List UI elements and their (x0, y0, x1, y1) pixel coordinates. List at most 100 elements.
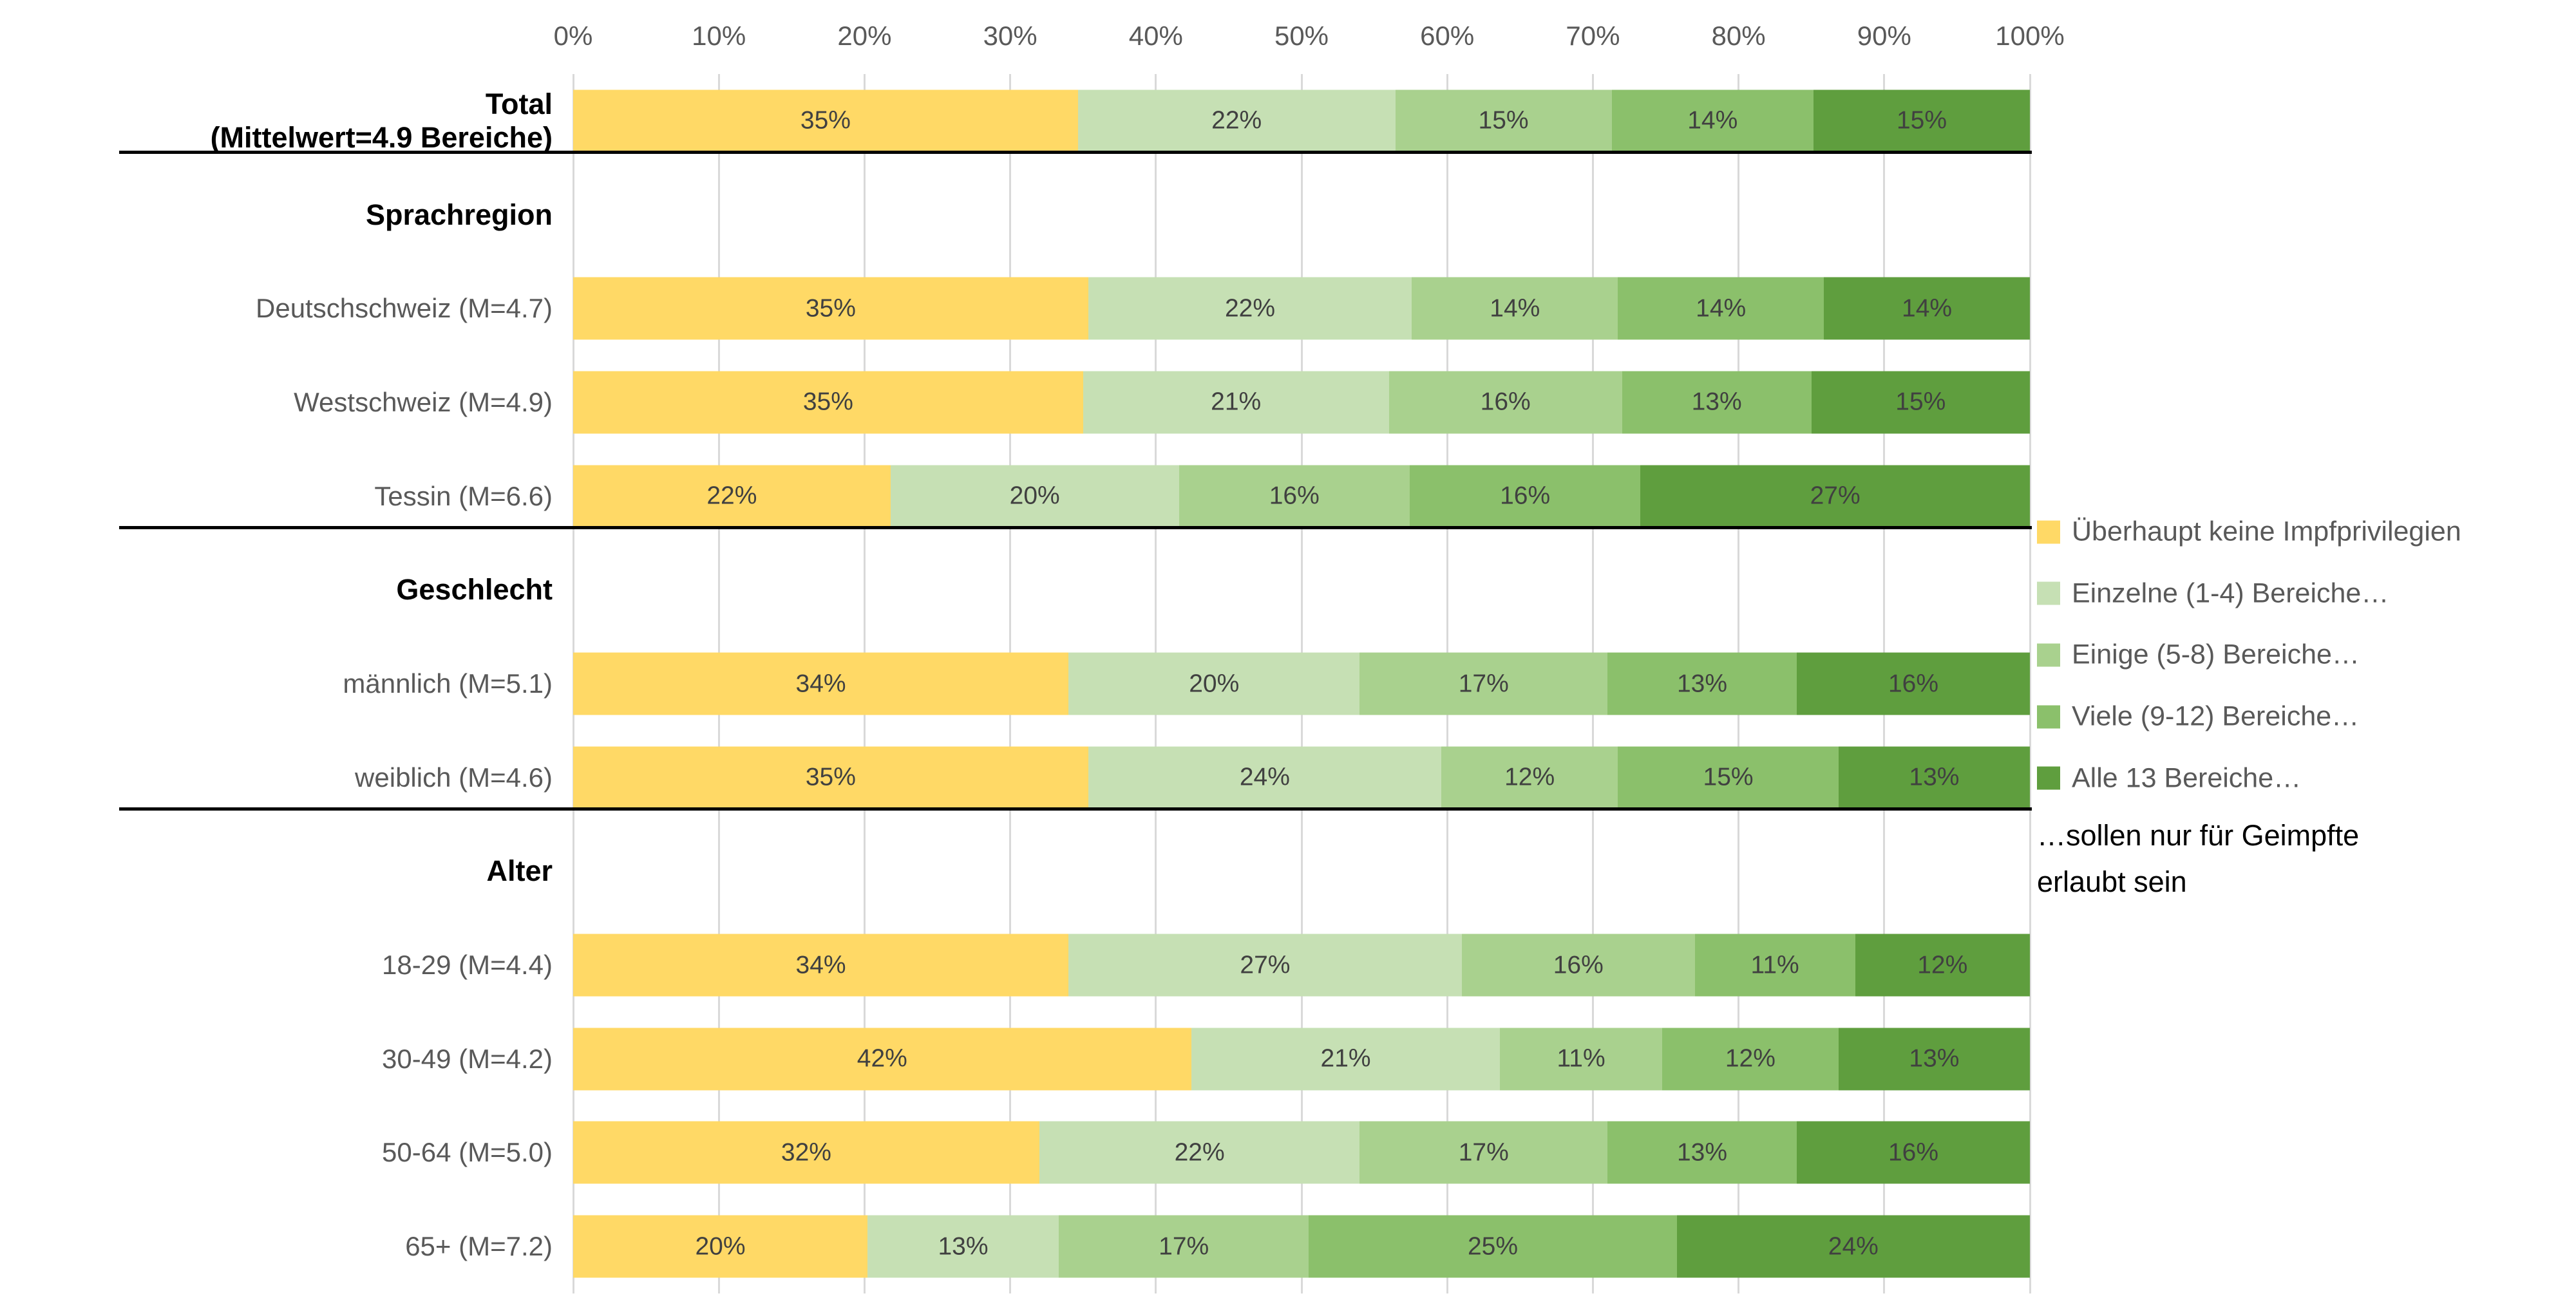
legend-note: …sollen nur für Geimpfte erlaubt sein (2037, 813, 2359, 905)
bar-segment: 20% (1068, 652, 1360, 715)
bar-value-label: 22% (1224, 294, 1276, 323)
bar-segment: 27% (1640, 465, 2030, 528)
stacked-bar: 34% 20% 17% 13% 16% (573, 652, 2030, 715)
bar-segment: 14% (1412, 277, 1618, 340)
bar-segment: 16% (1179, 465, 1410, 528)
stacked-bar: 34% 27% 16% 11% 12% (573, 934, 2030, 997)
bar-segment: 11% (1694, 934, 1855, 997)
bar-value-label: 27% (1240, 951, 1291, 979)
separator-line (119, 525, 2032, 529)
stacked-bar: 42% 21% 11% 12% 13% (573, 1028, 2030, 1091)
bar-value-label: 11% (1557, 1044, 1605, 1073)
bar-segment: 13% (1607, 652, 1797, 715)
bar-segment: 24% (1088, 746, 1442, 809)
bar-value-label: 16% (1888, 1138, 1939, 1167)
stacked-bar: 35% 22% 14% 14% 14% (573, 277, 2030, 340)
stacked-bar: 22% 20% 16% 16% 27% (573, 465, 2030, 528)
section-header: Sprachregion (365, 198, 553, 231)
bar-value-label: 22% (1211, 106, 1262, 135)
bar-segment: 35% (573, 89, 1078, 153)
bar-value-label: 13% (1909, 1044, 1960, 1073)
bar-value-label: 22% (706, 482, 757, 510)
bar-segment: 16% (1797, 652, 2030, 715)
legend-swatch (2037, 766, 2060, 790)
bar-value-label: 16% (1553, 951, 1604, 979)
bar-segment: 22% (1077, 89, 1396, 153)
bar-value-label: 13% (1909, 763, 1960, 791)
bar-value-label: 24% (1239, 763, 1290, 791)
category-label: Total (Mittelwert=4.9 Bereiche) (210, 87, 553, 154)
stacked-bar: 20% 13% 17% 25% 24% (573, 1215, 2030, 1278)
bar-value-label: 16% (1480, 388, 1531, 416)
bar-value-label: 32% (781, 1138, 831, 1167)
bar-value-label: 15% (1895, 388, 1946, 416)
bar-value-label: 16% (1888, 670, 1939, 697)
x-axis-tick-label: 20% (837, 21, 892, 51)
bar-value-label: 34% (795, 670, 846, 697)
bar-segment: 12% (1662, 1028, 1839, 1091)
bar-segment: 35% (573, 277, 1088, 340)
bar-value-label: 12% (1725, 1044, 1776, 1073)
stacked-bar: 35% 22% 15% 14% 15% (573, 89, 2030, 153)
x-axis-tick-label: 0% (553, 21, 593, 51)
bar-segment: 22% (1088, 277, 1412, 340)
category-label: Westschweiz (M=4.9) (294, 386, 553, 417)
category-label: 18-29 (M=4.4) (382, 950, 553, 981)
bar-segment: 42% (573, 1028, 1191, 1091)
bar-value-label: 11% (1750, 951, 1799, 979)
bar-segment: 16% (1388, 371, 1622, 434)
bar-segment: 13% (1607, 1121, 1797, 1184)
category-label: 30-49 (M=4.2) (382, 1043, 553, 1074)
x-axis-tick-label: 10% (692, 21, 746, 51)
legend-item: Überhaupt keine Impfprivilegien (2037, 516, 2461, 548)
bar-segment: 16% (1409, 465, 1641, 528)
legend-label: Einzelne (1-4) Bereiche… (2072, 578, 2389, 609)
category-label: 65+ (M=7.2) (405, 1231, 553, 1262)
bar-value-label: 12% (1504, 763, 1555, 791)
bar-segment: 14% (1824, 277, 2030, 340)
bar-value-label: 16% (1269, 482, 1320, 510)
bar-segment: 16% (1797, 1121, 2030, 1184)
category-label: männlich (M=5.1) (343, 668, 553, 699)
legend-swatch (2037, 581, 2060, 605)
bar-value-label: 21% (1211, 388, 1262, 416)
bar-value-label: 35% (800, 106, 851, 135)
bar-value-label: 17% (1458, 1138, 1509, 1167)
x-axis-tick-label: 30% (983, 21, 1037, 51)
bar-value-label: 42% (857, 1044, 907, 1073)
x-axis-tick-label: 70% (1566, 21, 1620, 51)
legend-note-line2: erlaubt sein (2037, 865, 2187, 898)
bar-segment: 13% (1838, 1028, 2030, 1091)
bar-segment: 35% (573, 746, 1088, 809)
bar-segment: 15% (1814, 89, 2030, 153)
bar-value-label: 34% (795, 951, 846, 979)
bar-value-label: 20% (1009, 482, 1060, 510)
bar-value-label: 12% (1917, 951, 1968, 979)
bar-value-label: 13% (1676, 670, 1728, 697)
bar-segment: 20% (890, 465, 1179, 528)
bar-value-label: 15% (1896, 106, 1947, 135)
legend-item: Viele (9-12) Bereiche… (2037, 701, 2359, 733)
bar-value-label: 16% (1500, 482, 1551, 510)
section-header: Geschlecht (396, 573, 553, 606)
legend-item: Einige (5-8) Bereiche… (2037, 639, 2360, 671)
separator-line (119, 150, 2032, 154)
x-axis-tick-label: 50% (1274, 21, 1329, 51)
bar-segment: 25% (1309, 1215, 1677, 1278)
bar-segment: 24% (1676, 1215, 2030, 1278)
bar-segment: 15% (1395, 89, 1612, 153)
bar-value-label: 35% (805, 763, 856, 791)
x-axis-tick-label: 80% (1711, 21, 1766, 51)
bar-segment: 32% (573, 1121, 1039, 1184)
bar-value-label: 14% (1902, 294, 1953, 323)
bar-value-label: 14% (1696, 294, 1747, 323)
legend-label: Alle 13 Bereiche… (2072, 762, 2302, 794)
x-axis-tick-label: 40% (1128, 21, 1183, 51)
gridline (2029, 74, 2031, 1293)
bar-segment: 17% (1359, 652, 1607, 715)
bar-segment: 13% (1622, 371, 1812, 434)
category-label: Tessin (M=6.6) (374, 480, 553, 511)
bar-value-label: 17% (1458, 670, 1509, 697)
bar-value-label: 13% (1676, 1138, 1728, 1167)
